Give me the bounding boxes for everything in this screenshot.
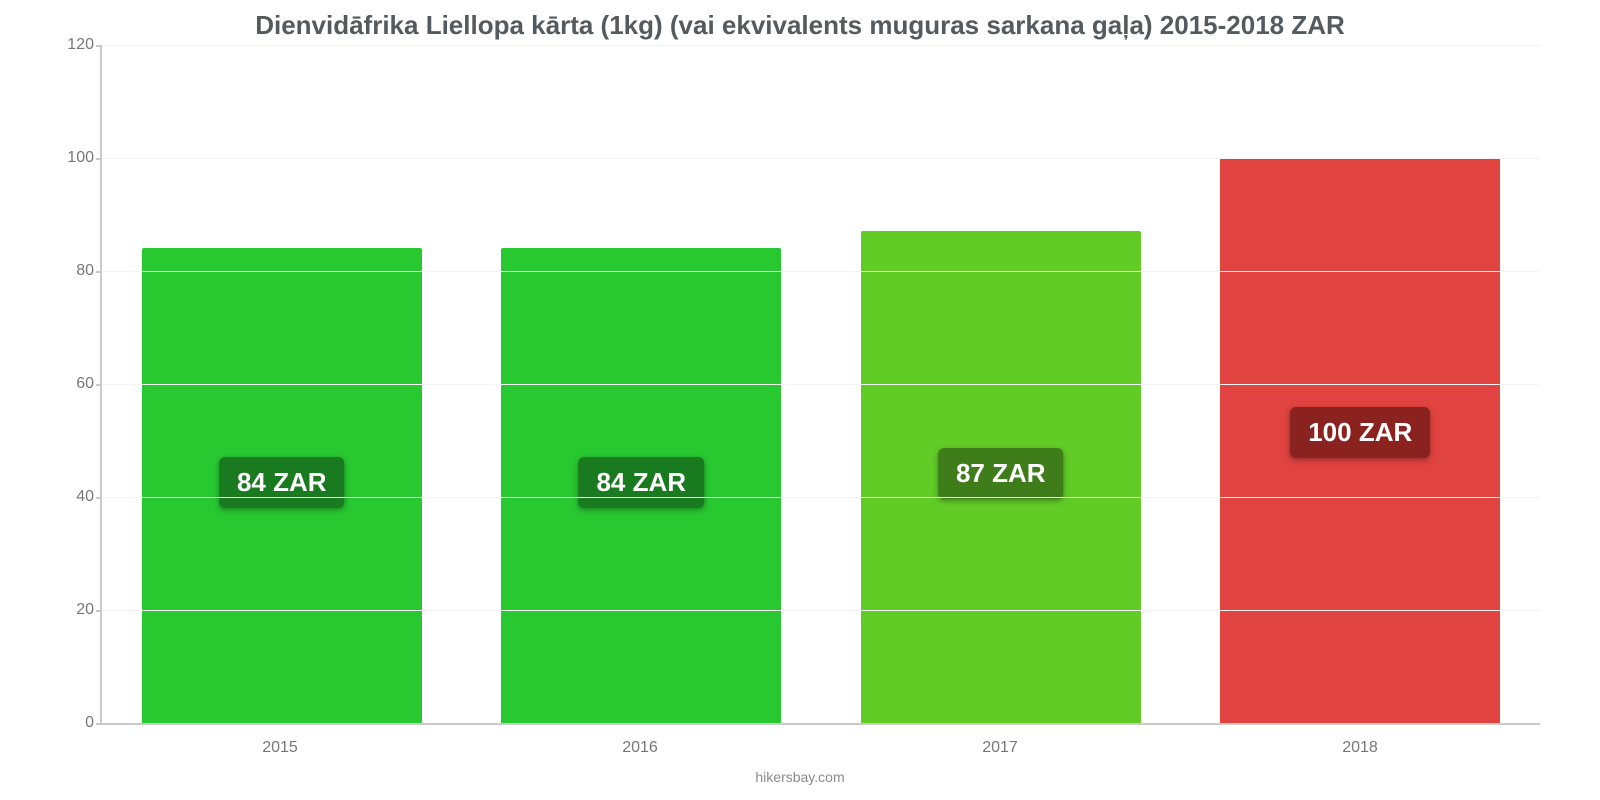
value-badge: 87 ZAR bbox=[938, 448, 1064, 499]
gridline bbox=[102, 45, 1540, 46]
y-tick-label: 20 bbox=[54, 601, 94, 619]
gridline bbox=[102, 158, 1540, 159]
x-axis-labels: 2015201620172018 bbox=[100, 739, 1540, 757]
plot-area: 84 ZAR84 ZAR87 ZAR100 ZAR 02040608010012… bbox=[100, 45, 1540, 725]
gridline bbox=[102, 271, 1540, 272]
x-tick-label: 2017 bbox=[820, 739, 1180, 757]
gridline bbox=[102, 384, 1540, 385]
y-tick-label: 40 bbox=[54, 488, 94, 506]
x-tick-label: 2015 bbox=[100, 739, 460, 757]
y-tick-label: 0 bbox=[54, 714, 94, 732]
bar: 84 ZAR bbox=[501, 248, 781, 723]
bar: 84 ZAR bbox=[142, 248, 422, 723]
chart-container: Dienvidāfrika Liellopa kārta (1kg) (vai … bbox=[0, 0, 1600, 800]
value-badge: 100 ZAR bbox=[1290, 407, 1430, 458]
chart-title: Dienvidāfrika Liellopa kārta (1kg) (vai … bbox=[40, 10, 1560, 41]
gridline bbox=[102, 610, 1540, 611]
value-badge: 84 ZAR bbox=[219, 457, 345, 508]
y-tick-label: 60 bbox=[54, 375, 94, 393]
x-tick-label: 2018 bbox=[1180, 739, 1540, 757]
bar: 87 ZAR bbox=[861, 231, 1141, 723]
y-tick-label: 120 bbox=[54, 36, 94, 54]
gridline bbox=[102, 497, 1540, 498]
y-tick-label: 80 bbox=[54, 262, 94, 280]
x-tick-label: 2016 bbox=[460, 739, 820, 757]
y-tick-label: 100 bbox=[54, 149, 94, 167]
bar: 100 ZAR bbox=[1220, 158, 1500, 723]
value-badge: 84 ZAR bbox=[578, 457, 704, 508]
source-credit: hikersbay.com bbox=[40, 769, 1560, 785]
